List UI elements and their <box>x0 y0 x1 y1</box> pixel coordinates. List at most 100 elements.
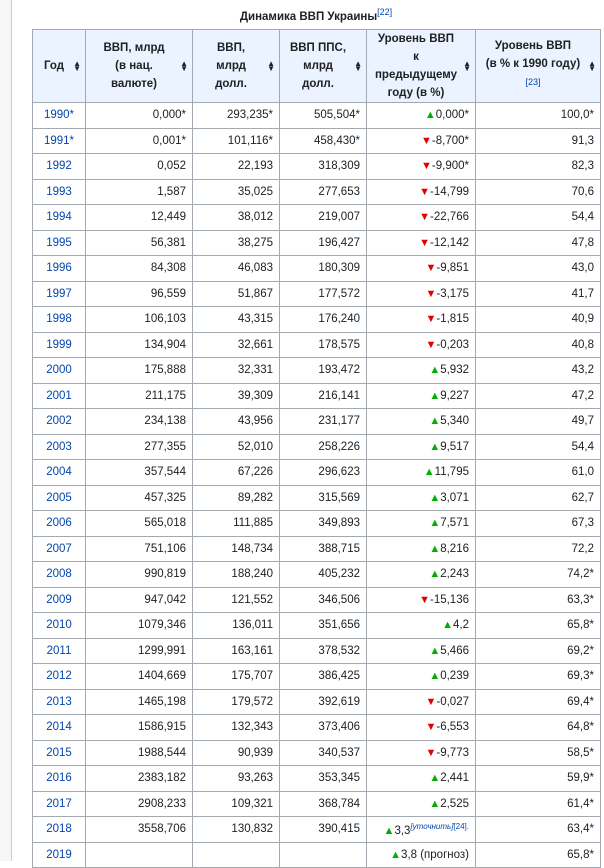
year-link[interactable]: 2011 <box>32 637 86 664</box>
year-link[interactable]: 2018 <box>32 816 86 843</box>
gdp-usd-cell: 130,832 <box>192 816 280 843</box>
year-link[interactable]: 1996 <box>32 255 86 282</box>
year-link[interactable]: 2019 <box>32 841 86 868</box>
year-link[interactable]: 2008 <box>32 561 86 588</box>
column-header-pct-1990[interactable]: Уровень ВВП (в % к 1990 году) [23] ▲ ▼ <box>475 29 601 103</box>
table-row: 1992 0,052 22,193 318,309 ▼-9,900* 82,3 <box>32 153 601 180</box>
year-link[interactable]: 1995 <box>32 229 86 256</box>
gdp-usd-cell <box>192 841 280 868</box>
year-link[interactable]: 2006 <box>32 510 86 537</box>
table-row: 2008 990,819 188,240 405,232 ▲2,243 74,2* <box>32 561 601 588</box>
gdp-national-cell: 1586,915 <box>85 714 193 741</box>
year-link[interactable]: 1999 <box>32 331 86 358</box>
decrease-arrow-icon: ▼ <box>419 185 430 198</box>
sort-icon[interactable]: ▲ ▼ <box>588 59 596 73</box>
gdp-ppp-cell: 219,007 <box>279 204 367 231</box>
year-link[interactable]: 1990* <box>32 102 86 129</box>
change-cell: ▲2,525 <box>366 790 476 817</box>
change-value: -0,027 <box>436 695 469 708</box>
year-link[interactable]: 1993 <box>32 178 86 205</box>
column-header-gdp-usd[interactable]: ВВП, млрд долл. ▲ ▼ <box>192 29 280 103</box>
increase-arrow-icon: ▲ <box>429 415 441 428</box>
change-cell: ▲2,441 <box>366 765 476 792</box>
year-link[interactable]: 2002 <box>32 408 86 435</box>
sort-icon[interactable]: ▲ ▼ <box>267 59 275 73</box>
pct-1990-cell: 69,3* <box>475 663 601 690</box>
decrease-arrow-icon: ▼ <box>425 287 437 300</box>
pct-1990-cell: 70,6 <box>475 178 601 205</box>
change-value: -9,900* <box>431 160 469 173</box>
year-link[interactable]: 2001 <box>32 382 86 409</box>
header-row: Год ▲ ▼ ВВП, млрд (в нац. валюте) ▲ ▼ ВВП, млр… <box>32 29 601 103</box>
year-link[interactable]: 1998 <box>32 306 86 333</box>
change-value: -15,136 <box>429 593 469 606</box>
table-row: 2015 1988,544 90,939 340,537 ▼-9,773 58,5* <box>32 739 601 766</box>
decrease-arrow-icon: ▼ <box>419 211 430 224</box>
year-link[interactable]: 1994 <box>32 204 86 231</box>
year-link[interactable]: 2007 <box>32 535 86 562</box>
gdp-ppp-cell: 390,415 <box>279 816 367 843</box>
gdp-national-cell: 565,018 <box>85 510 193 537</box>
decrease-arrow-icon: ▼ <box>425 721 437 734</box>
year-link[interactable]: 2013 <box>32 688 86 715</box>
year-link[interactable]: 2003 <box>32 433 86 460</box>
gdp-usd-cell: 22,193 <box>192 153 280 180</box>
change-cell: ▲4,2 <box>366 612 476 639</box>
year-link[interactable]: 2005 <box>32 484 86 511</box>
year-link[interactable]: 2012 <box>32 663 86 690</box>
table-row: 2007 751,106 148,734 388,715 ▲8,216 72,2 <box>32 535 601 562</box>
increase-arrow-icon: ▲ <box>429 772 441 785</box>
gdp-usd-cell: 109,321 <box>192 790 280 817</box>
year-link[interactable]: 1997 <box>32 280 86 307</box>
gdp-ppp-cell: 346,506 <box>279 586 367 613</box>
decrease-arrow-icon: ▼ <box>421 134 432 147</box>
decrease-arrow-icon: ▼ <box>421 160 432 173</box>
table-caption: Динамика ВВП Украины[22] <box>32 7 600 23</box>
year-link[interactable]: 2004 <box>32 459 86 486</box>
sort-icon[interactable]: ▲ ▼ <box>354 59 362 73</box>
table-row: 2006 565,018 111,885 349,893 ▲7,571 67,3 <box>32 510 601 537</box>
year-link[interactable]: 1991* <box>32 127 86 154</box>
year-link[interactable]: 2010 <box>32 612 86 639</box>
clarify-note-link[interactable]: [уточнить] <box>410 821 454 831</box>
year-link[interactable]: 2014 <box>32 714 86 741</box>
column-header-gdp-ppp[interactable]: ВВП ППС, млрд долл. ▲ ▼ <box>279 29 367 103</box>
gdp-ppp-cell: 231,177 <box>279 408 367 435</box>
gdp-national-cell: 96,559 <box>85 280 193 307</box>
pct-1990-cell: 49,7 <box>475 408 601 435</box>
gdp-ppp-cell: 277,653 <box>279 178 367 205</box>
year-link[interactable]: 2017 <box>32 790 86 817</box>
year-link[interactable]: 2016 <box>32 765 86 792</box>
change-cell: ▲9,517 <box>366 433 476 460</box>
year-link[interactable]: 2009 <box>32 586 86 613</box>
year-link[interactable]: 2000 <box>32 357 86 384</box>
caption-reference-link[interactable]: [22] <box>377 7 393 17</box>
reference-link[interactable]: [23] <box>525 76 541 87</box>
pct-1990-cell: 65,8* <box>475 612 601 639</box>
gdp-usd-cell: 51,867 <box>192 280 280 307</box>
gdp-ppp-cell: 378,532 <box>279 637 367 664</box>
gdp-usd-cell: 39,309 <box>192 382 280 409</box>
reference-link[interactable]: [24] <box>453 821 467 831</box>
gdp-national-cell: 947,042 <box>85 586 193 613</box>
change-cell: ▲0,239 <box>366 663 476 690</box>
gdp-usd-cell: 43,956 <box>192 408 280 435</box>
year-link[interactable]: 1992 <box>32 153 86 180</box>
gdp-usd-cell: 101,116* <box>192 127 280 154</box>
gdp-usd-cell: 163,161 <box>192 637 280 664</box>
sort-icon[interactable]: ▲ ▼ <box>180 59 188 73</box>
pct-1990-cell: 61,0 <box>475 459 601 486</box>
gdp-ppp-cell: 315,569 <box>279 484 367 511</box>
sort-icon[interactable]: ▲ ▼ <box>463 59 471 73</box>
year-link[interactable]: 2015 <box>32 739 86 766</box>
gdp-usd-cell: 38,012 <box>192 204 280 231</box>
column-header-gdp-national[interactable]: ВВП, млрд (в нац. валюте) ▲ ▼ <box>85 29 193 103</box>
column-header-year[interactable]: Год ▲ ▼ <box>32 29 86 103</box>
column-header-change[interactable]: Уровень ВВП к предыдущему году (в %) ▲ ▼ <box>366 29 476 103</box>
increase-arrow-icon: ▲ <box>429 491 441 504</box>
sort-icon[interactable]: ▲ ▼ <box>73 59 81 73</box>
gdp-ppp-cell: 177,572 <box>279 280 367 307</box>
change-cell: ▼-0,027 <box>366 688 476 715</box>
gdp-ppp-cell: 180,309 <box>279 255 367 282</box>
change-value: -9,851 <box>436 262 469 275</box>
